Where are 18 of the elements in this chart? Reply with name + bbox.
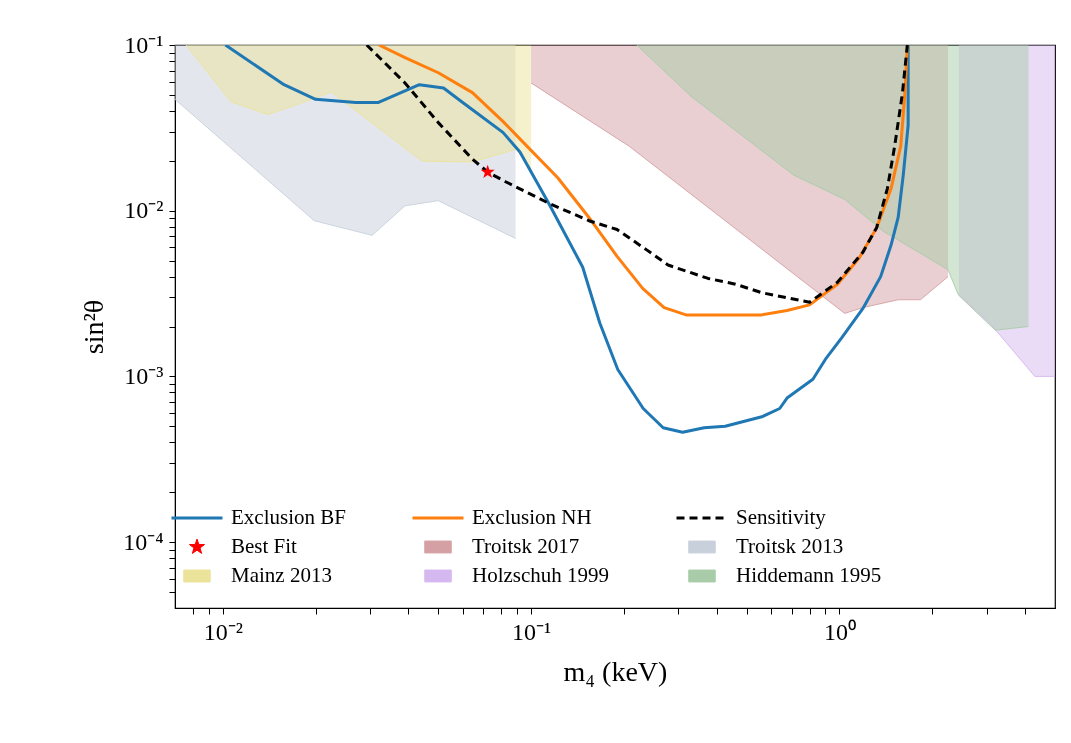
legend-label: Best Fit [231,534,298,558]
legend-label: Troitsk 2017 [472,534,580,558]
legend-label: Troitsk 2013 [736,534,844,558]
legend-label: Holzschuh 1999 [472,563,610,587]
x-tick-label: 10⁻¹ [512,618,552,645]
legend-label: Mainz 2013 [231,563,332,587]
x-tick-label: 10⁻² [203,618,243,645]
x-tick-label: 10⁰ [823,618,856,645]
legend-label: Exclusion NH [472,505,592,529]
legend-label: Sensitivity [736,505,827,529]
legend-label: Exclusion BF [231,505,346,529]
y-axis-title: sin²θ [78,299,110,355]
x-axis-title: m₄ (keV) [563,655,668,687]
y-tick-label: 10⁻¹ [124,31,164,58]
y-tick-label: 10⁻³ [124,362,164,389]
y-tick-label: 10⁻⁴ [123,528,164,555]
y-tick-label: 10⁻² [124,197,164,224]
legend-label: Hiddemann 1995 [736,563,882,587]
